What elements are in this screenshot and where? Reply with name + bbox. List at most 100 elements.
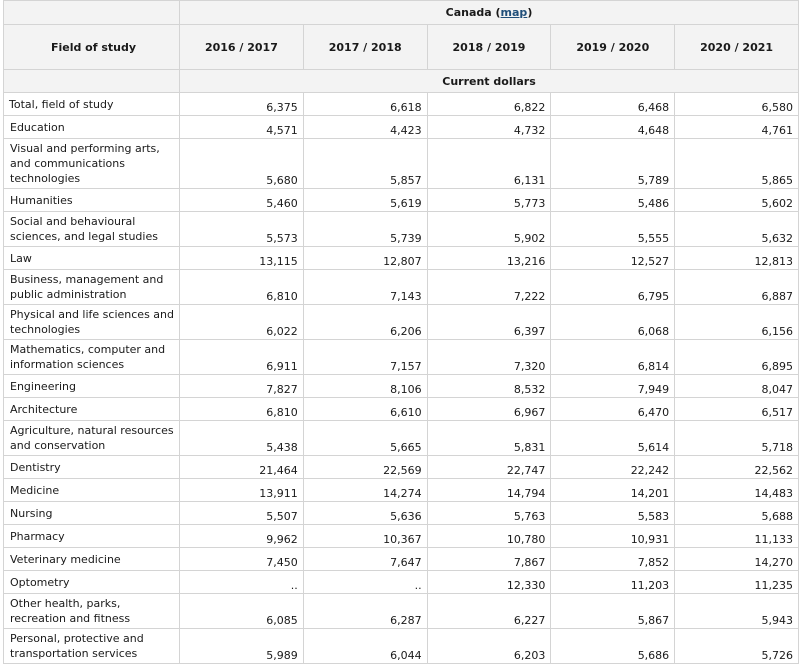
value-cell: 14,270 [674, 547, 799, 571]
value-cell: 6,085 [179, 593, 304, 629]
value-cell: 6,203 [426, 628, 552, 664]
field-label: Business, management and public administ… [3, 269, 180, 305]
table-row: Humanities 5,460 5,619 5,773 5,486 5,602 [3, 188, 799, 212]
value-cell: 13,115 [179, 246, 304, 270]
value-cell: 7,647 [302, 547, 428, 571]
value-cell: 6,397 [426, 304, 552, 340]
value-cell: 7,949 [550, 374, 676, 398]
table-body: Total, field of study 6,375 6,618 6,822 6,46… [3, 92, 799, 664]
table-row: Physical and life sciences and technolog… [3, 304, 799, 340]
value-cell: 7,827 [179, 374, 304, 398]
value-cell: 5,718 [674, 420, 799, 456]
year-header: 2016 / 2017 [179, 24, 304, 70]
value-cell: 9,962 [179, 524, 304, 548]
units-header: Current dollars [179, 69, 799, 93]
value-cell: 12,527 [550, 246, 676, 270]
value-cell: 6,044 [302, 628, 428, 664]
value-cell: 5,867 [550, 593, 676, 629]
table-row: Visual and performing arts, and communic… [3, 138, 799, 189]
table-row: Engineering 7,827 8,106 8,532 7,949 8,047 [3, 374, 799, 398]
field-label: Mathematics, computer and information sc… [3, 339, 180, 375]
table-row: Architecture 6,810 6,610 6,967 6,470 6,517 [3, 397, 799, 421]
value-cell: 6,068 [550, 304, 676, 340]
value-cell: 5,460 [179, 188, 304, 212]
value-cell: 6,810 [179, 397, 304, 421]
value-cell: 7,222 [426, 269, 552, 305]
year-header: 2018 / 2019 [426, 24, 552, 70]
value-cell: 5,486 [550, 188, 676, 212]
value-cell: 4,761 [674, 115, 799, 139]
table-row: Veterinary medicine 7,450 7,647 7,867 7,852 1… [3, 547, 799, 571]
value-cell: 5,773 [426, 188, 552, 212]
value-cell: 22,562 [674, 455, 799, 479]
value-cell: 5,989 [179, 628, 304, 664]
field-label: Total, field of study [3, 92, 180, 116]
value-cell: 13,216 [426, 246, 552, 270]
value-cell: 5,614 [550, 420, 676, 456]
map-link[interactable]: map [500, 6, 528, 19]
table-row: Education 4,571 4,423 4,732 4,648 4,761 [3, 115, 799, 139]
value-cell: 5,686 [550, 628, 676, 664]
table-row: Mathematics, computer and information sc… [3, 339, 799, 375]
value-cell: 14,794 [426, 478, 552, 502]
value-cell: 5,665 [302, 420, 428, 456]
table-row: Medicine 13,911 14,274 14,794 14,201 14,483 [3, 478, 799, 502]
value-cell: 5,619 [302, 188, 428, 212]
field-label: Agriculture, natural resources and conse… [3, 420, 180, 456]
value-cell: 5,507 [179, 501, 304, 525]
value-cell: 6,610 [302, 397, 428, 421]
value-cell: .. [179, 570, 304, 594]
value-cell: 5,726 [674, 628, 799, 664]
value-cell: 7,320 [426, 339, 552, 375]
field-label: Social and behavioural sciences, and leg… [3, 211, 180, 247]
value-cell: 5,583 [550, 501, 676, 525]
value-cell: 11,235 [674, 570, 799, 594]
value-cell: 5,763 [426, 501, 552, 525]
value-cell: 4,648 [550, 115, 676, 139]
field-label: Optometry [3, 570, 180, 594]
value-cell: 5,688 [674, 501, 799, 525]
value-cell: 6,227 [426, 593, 552, 629]
table-row: Dentistry 21,464 22,569 22,747 22,242 22,562 [3, 455, 799, 479]
geo-header: Canada (map) [179, 0, 799, 25]
field-label: Education [3, 115, 180, 139]
field-label: Engineering [3, 374, 180, 398]
value-cell: 5,573 [179, 211, 304, 247]
value-cell: 13,911 [179, 478, 304, 502]
value-cell: 5,602 [674, 188, 799, 212]
value-cell: 5,438 [179, 420, 304, 456]
value-cell: 12,813 [674, 246, 799, 270]
table-row: Agriculture, natural resources and conse… [3, 420, 799, 456]
value-cell: 5,555 [550, 211, 676, 247]
value-cell: 5,789 [550, 138, 676, 189]
value-cell: 6,470 [550, 397, 676, 421]
table-row: Nursing 5,507 5,636 5,763 5,583 5,688 [3, 501, 799, 525]
table-row: Business, management and public administ… [3, 269, 799, 305]
table-row: Optometry.... 12,330 11,203 11,235 [3, 570, 799, 594]
value-cell: 6,887 [674, 269, 799, 305]
table-row: Pharmacy 9,962 10,367 10,780 10,931 11,133 [3, 524, 799, 548]
value-cell: 6,131 [426, 138, 552, 189]
value-cell: 6,517 [674, 397, 799, 421]
field-label: Medicine [3, 478, 180, 502]
value-cell: 6,822 [426, 92, 552, 116]
value-cell: 4,423 [302, 115, 428, 139]
value-cell: 12,330 [426, 570, 552, 594]
table-row: Law 13,115 12,807 13,216 12,527 12,813 [3, 246, 799, 270]
field-label: Veterinary medicine [3, 547, 180, 571]
value-cell: 6,468 [550, 92, 676, 116]
field-label: Other health, parks, recreation and fitn… [3, 593, 180, 629]
value-cell: 7,450 [179, 547, 304, 571]
year-header: 2017 / 2018 [302, 24, 428, 70]
field-label: Dentistry [3, 455, 180, 479]
value-cell: 5,739 [302, 211, 428, 247]
value-cell: 10,931 [550, 524, 676, 548]
value-cell: 5,636 [302, 501, 428, 525]
year-header: 2020 / 2021 [674, 24, 799, 70]
value-cell: 14,483 [674, 478, 799, 502]
value-cell: 5,902 [426, 211, 552, 247]
value-cell: .. [302, 570, 428, 594]
value-cell: 6,580 [674, 92, 799, 116]
value-cell: 8,047 [674, 374, 799, 398]
value-cell: 10,780 [426, 524, 552, 548]
